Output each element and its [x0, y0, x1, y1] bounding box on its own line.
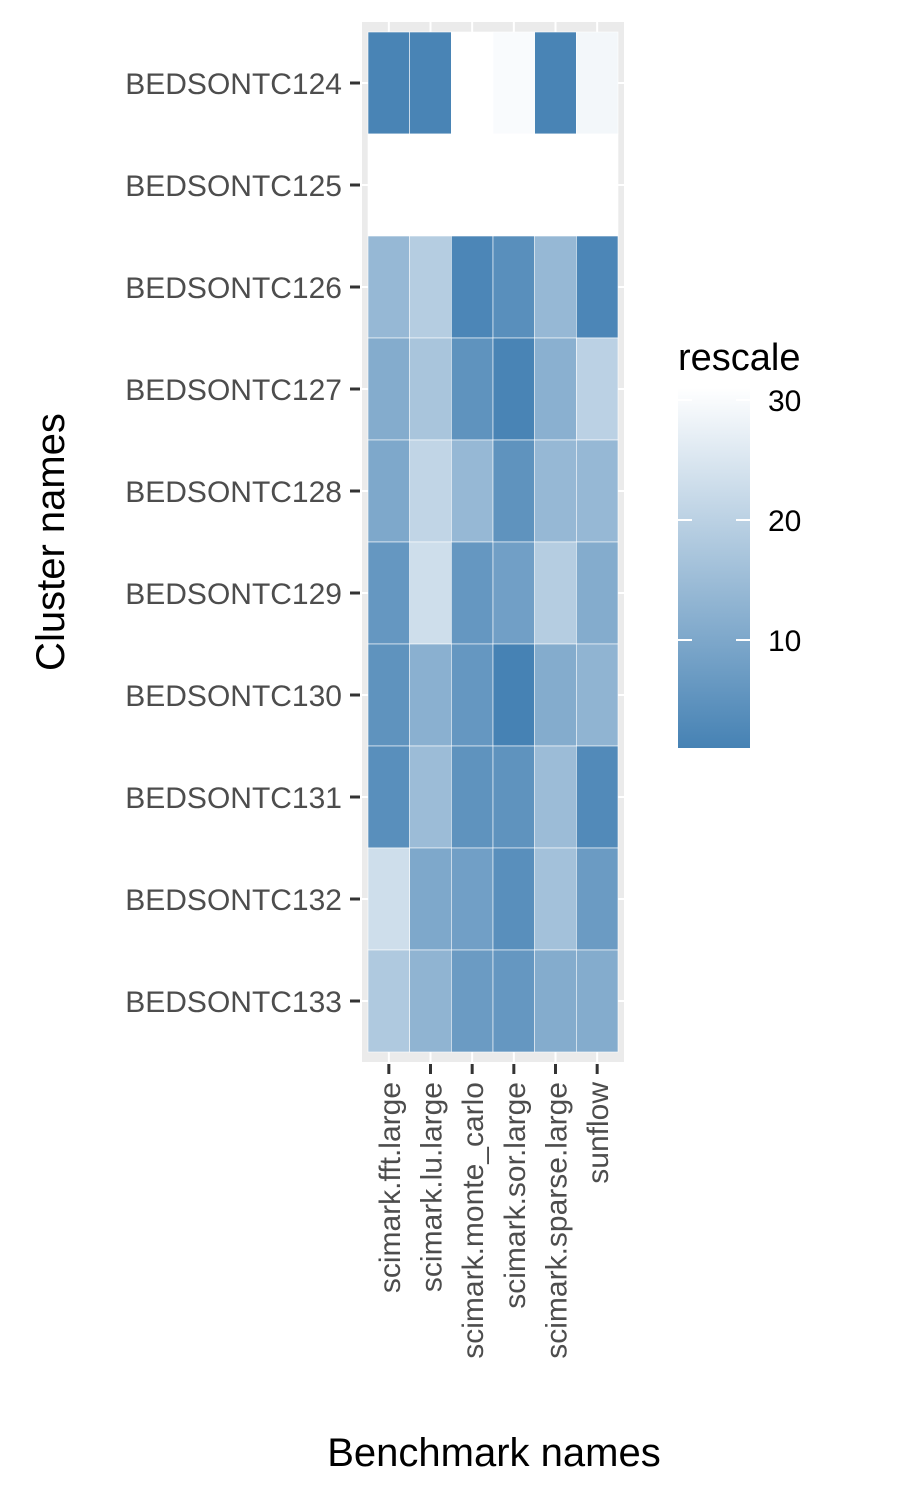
plot-panel	[362, 22, 624, 1062]
heatmap-cell	[451, 541, 494, 645]
heatmap-cell	[576, 745, 619, 849]
y-tick-label: BEDSONTC127	[125, 374, 342, 407]
heatmap-cell	[367, 31, 410, 135]
y-tick-label: BEDSONTC126	[125, 272, 342, 305]
heatmap-cell	[492, 949, 535, 1053]
heatmap-cell	[409, 745, 452, 849]
heatmap-cell	[534, 133, 577, 237]
y-axis-title: Cluster names	[29, 413, 73, 671]
heatmap-cell	[492, 541, 535, 645]
heatmap-cell	[534, 541, 577, 645]
heatmap-cell	[409, 847, 452, 951]
heatmap-cell	[409, 541, 452, 645]
heatmap-cell	[534, 949, 577, 1053]
heatmap-cell	[492, 643, 535, 747]
heatmap-cell	[534, 847, 577, 951]
heatmap-cell	[451, 949, 494, 1053]
legend-tick-label: 30	[768, 385, 801, 418]
legend-tick-label: 10	[768, 625, 801, 658]
heatmap-cell	[367, 439, 410, 543]
heatmap-cell	[534, 439, 577, 543]
legend-title: rescale	[678, 337, 801, 379]
heatmap-cell	[409, 133, 452, 237]
x-axis-title: Benchmark names	[327, 1431, 660, 1475]
y-tick-label: BEDSONTC125	[125, 170, 342, 203]
heatmap-cell	[451, 439, 494, 543]
heatmap-cell	[492, 745, 535, 849]
heatmap-cell	[367, 745, 410, 849]
heatmap-cell	[576, 31, 619, 135]
heatmap-cell	[451, 745, 494, 849]
heatmap-cell	[409, 235, 452, 339]
heatmap-cell	[576, 439, 619, 543]
heatmap-cell	[576, 235, 619, 339]
heatmap-cell	[409, 439, 452, 543]
color-legend: rescale 10 20 30	[678, 337, 801, 748]
heatmap-cell	[534, 31, 577, 135]
heatmap-cell	[576, 133, 619, 237]
x-tick-label: scimark.lu.large	[416, 1082, 449, 1292]
heatmap-cell	[534, 745, 577, 849]
heatmap-cell	[367, 847, 410, 951]
heatmap-cell	[576, 541, 619, 645]
heatmap-cell	[576, 337, 619, 441]
heatmap-cell	[409, 337, 452, 441]
heatmap-cell	[367, 541, 410, 645]
y-tick-label: BEDSONTC133	[125, 986, 342, 1019]
heatmap-cell	[576, 949, 619, 1053]
heatmap-cell	[367, 337, 410, 441]
heatmap-cell	[492, 337, 535, 441]
y-axis: BEDSONTC124 BEDSONTC125 BEDSONTC126 BEDSONT…	[125, 68, 360, 1019]
x-tick-label: scimark.monte_carlo	[457, 1082, 490, 1359]
y-tick-label: BEDSONTC124	[125, 68, 342, 101]
y-tick-label: BEDSONTC129	[125, 578, 342, 611]
heatmap-cell	[451, 133, 494, 237]
heatmap-cell	[492, 31, 535, 135]
heatmap-cell	[367, 643, 410, 747]
heatmap-cell	[409, 31, 452, 135]
heatmap-cell	[576, 643, 619, 747]
x-tick-label: scimark.fft.large	[374, 1082, 407, 1293]
y-tick-label: BEDSONTC128	[125, 476, 342, 509]
legend-colorbar	[678, 388, 750, 748]
heatmap-cell	[492, 439, 535, 543]
heatmap-cell	[534, 643, 577, 747]
heatmap-cell	[409, 643, 452, 747]
x-tick-label: scimark.sparse.large	[541, 1082, 574, 1359]
heatmap-cell	[451, 235, 494, 339]
heatmap-cell	[367, 949, 410, 1053]
heatmap-cell	[492, 235, 535, 339]
heatmap-cell	[367, 133, 410, 237]
heatmap-cell	[576, 847, 619, 951]
x-axis: scimark.fft.large scimark.lu.large scimark…	[374, 1064, 615, 1359]
y-tick-label: BEDSONTC131	[125, 782, 342, 815]
heatmap-cell	[492, 133, 535, 237]
heatmap-cell	[409, 949, 452, 1053]
legend-tick-label: 20	[768, 505, 801, 538]
x-tick-label: sunflow	[582, 1082, 615, 1184]
heatmap-cell	[534, 337, 577, 441]
x-tick-label: scimark.sor.large	[499, 1082, 532, 1309]
heatmap-cell	[451, 643, 494, 747]
heatmap-cell	[451, 847, 494, 951]
heatmap-cell	[367, 235, 410, 339]
heatmap-cell	[451, 31, 494, 135]
heatmap-cell	[492, 847, 535, 951]
heatmap-cell	[451, 337, 494, 441]
heatmap-cell	[534, 235, 577, 339]
legend-ticks: 10 20 30	[678, 385, 801, 658]
y-tick-label: BEDSONTC130	[125, 680, 342, 713]
y-tick-label: BEDSONTC132	[125, 884, 342, 917]
